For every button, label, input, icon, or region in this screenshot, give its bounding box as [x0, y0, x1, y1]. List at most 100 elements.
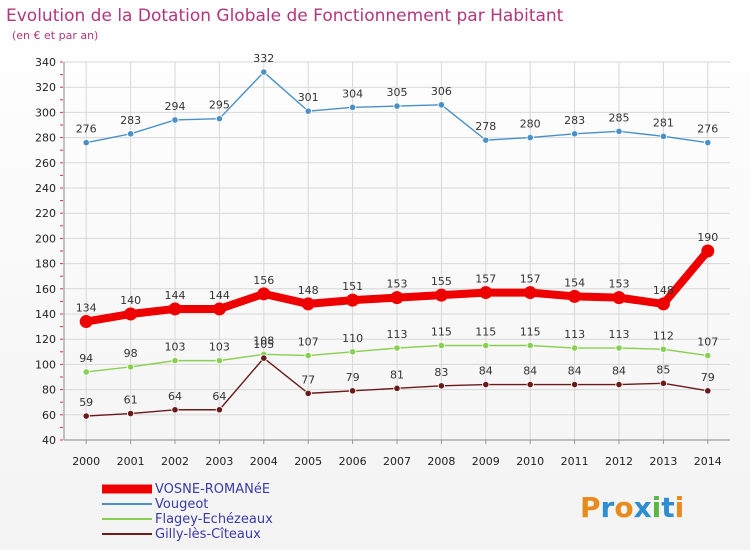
y-tick-label: 280 — [35, 132, 56, 145]
data-label: 81 — [390, 368, 404, 381]
data-label: 64 — [212, 390, 226, 403]
data-point — [526, 134, 534, 142]
y-tick-label: 180 — [35, 258, 56, 271]
data-point — [437, 341, 445, 350]
logo-letter: i — [675, 491, 685, 524]
data-point — [171, 406, 179, 414]
data-point — [615, 344, 623, 352]
data-label: 108 — [253, 334, 274, 347]
data-point — [656, 297, 670, 311]
data-point — [171, 116, 179, 124]
logo-text: Proxiti — [580, 491, 684, 524]
data-point — [348, 103, 357, 111]
legend-label: Flagey-Echézeaux — [155, 512, 273, 527]
data-point — [215, 115, 223, 123]
data-label: 148 — [298, 284, 319, 297]
data-label: 77 — [301, 373, 315, 386]
data-label: 84 — [612, 365, 626, 378]
y-tick-label: 80 — [42, 384, 56, 397]
logo-letter: r — [601, 491, 615, 524]
x-tick-label: 2009 — [472, 455, 500, 468]
data-point — [568, 289, 582, 303]
data-label: 155 — [431, 275, 452, 288]
y-tick-label: 240 — [35, 182, 56, 195]
x-tick-label: 2006 — [339, 455, 367, 468]
data-label: 153 — [387, 278, 408, 291]
data-point — [82, 412, 90, 420]
data-label: 84 — [568, 365, 582, 378]
legend-label: Vougeot — [155, 497, 208, 512]
data-label: 301 — [298, 91, 319, 104]
legend-label: VOSNE-ROMANéE — [155, 482, 270, 497]
data-label: 107 — [298, 336, 319, 349]
chart-title: Evolution de la Dotation Globale de Fonc… — [6, 6, 564, 26]
y-tick-label: 260 — [35, 157, 56, 170]
data-label: 107 — [697, 336, 718, 349]
data-label: 85 — [656, 363, 670, 376]
data-label: 276 — [76, 123, 97, 136]
data-point — [393, 102, 401, 110]
data-label: 115 — [431, 326, 452, 339]
data-point — [348, 348, 357, 356]
data-label: 304 — [342, 87, 363, 100]
data-label: 83 — [434, 366, 448, 379]
data-point — [437, 101, 445, 109]
data-label: 294 — [165, 100, 186, 113]
data-point — [390, 291, 404, 305]
data-label: 276 — [697, 123, 718, 136]
gridlines — [64, 61, 730, 441]
data-label: 190 — [697, 231, 718, 244]
data-label: 84 — [523, 365, 537, 378]
data-point — [304, 107, 312, 115]
data-label: 112 — [653, 329, 674, 342]
data-label: 280 — [520, 118, 541, 131]
data-label: 156 — [253, 274, 274, 287]
data-label: 113 — [387, 328, 408, 341]
data-point — [479, 286, 493, 300]
data-labels: 276 283 294 295 332 301 304 305 306 278 280 283 285 2… — [76, 52, 719, 409]
data-point — [704, 351, 712, 360]
data-point — [168, 302, 182, 316]
data-point — [612, 291, 626, 305]
x-tick-label: 2001 — [117, 455, 145, 468]
data-point — [124, 307, 138, 321]
chart-subtitle: (en € et par an) — [12, 29, 98, 42]
data-point — [393, 384, 401, 392]
data-label: 148 — [653, 284, 674, 297]
data-label: 144 — [209, 289, 230, 302]
data-label: 79 — [701, 371, 715, 384]
data-point — [304, 351, 312, 360]
y-tick-label: 220 — [35, 207, 56, 220]
data-point — [82, 139, 90, 147]
y-tick-label: 340 — [35, 56, 56, 69]
data-point — [523, 286, 537, 300]
data-point — [348, 387, 357, 395]
data-label: 281 — [653, 116, 674, 129]
x-tick-label: 2002 — [161, 455, 189, 468]
y-tick-label: 60 — [42, 409, 56, 422]
data-point — [346, 293, 360, 307]
data-point — [482, 380, 490, 389]
data-point — [701, 244, 715, 258]
data-point — [215, 357, 223, 365]
data-point — [570, 344, 579, 352]
data-label: 103 — [165, 341, 186, 354]
series-group — [79, 68, 715, 420]
axes: 40 60 80 100 120 140 160 180 200 220 240 260 280 300 3… — [35, 56, 730, 468]
data-point — [260, 68, 268, 76]
logo-letter: o — [614, 491, 633, 524]
data-label: 332 — [253, 52, 274, 65]
data-label: 61 — [124, 394, 138, 407]
y-tick-label: 100 — [35, 358, 56, 371]
legend: VOSNE-ROMANéEVougeotFlagey-EchézeauxGill… — [102, 482, 273, 542]
y-tick-label: 320 — [35, 81, 56, 94]
y-tick-label: 200 — [35, 232, 56, 245]
data-point — [171, 357, 179, 365]
data-label: 84 — [479, 365, 493, 378]
data-point — [79, 315, 93, 329]
logo-letter: i — [652, 491, 662, 524]
y-tick-label: 40 — [42, 434, 56, 447]
data-label: 295 — [209, 99, 230, 112]
